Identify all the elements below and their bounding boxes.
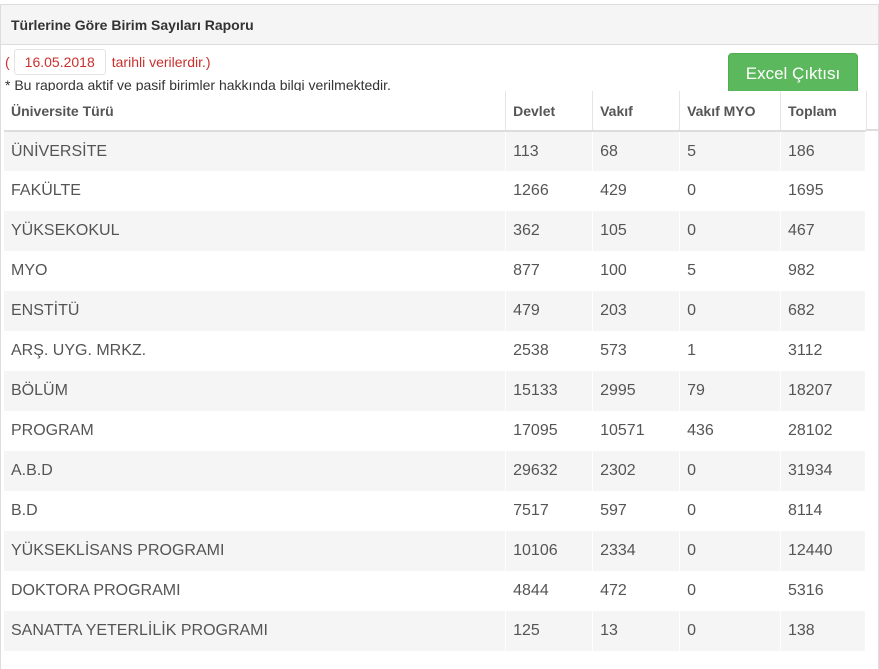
- table-row: DOKTORA PROGRAMI 4844 472 0 5316: [4, 571, 866, 611]
- cell-type: YÜKSEKOKUL: [4, 211, 507, 251]
- cell-devlet: 125: [505, 611, 594, 651]
- table-body: ÜNİVERSİTE 113 68 5 186 FAKÜLTE 1266 429 0 1695 YÜ…: [4, 131, 866, 651]
- report-note: * Bu raporda aktif ve pasif birimler hak…: [5, 77, 391, 93]
- header-devlet[interactable]: Devlet: [505, 91, 594, 132]
- cell-type: ARŞ. UYG. MRKZ.: [4, 331, 507, 371]
- cell-vakif-myo: 0: [679, 451, 781, 491]
- cell-vakif-myo: 0: [679, 611, 781, 651]
- date-suffix: tarihli verilerdir.): [111, 54, 211, 70]
- cell-vakif: 2995: [592, 371, 681, 411]
- cell-type: ÜNİVERSİTE: [4, 131, 507, 171]
- cell-vakif-myo: 0: [679, 211, 781, 251]
- cell-toplam: 1695: [780, 171, 866, 211]
- report-date: 16.05.2018: [13, 49, 106, 75]
- cell-toplam: 682: [780, 291, 866, 331]
- cell-devlet: 4844: [505, 571, 594, 611]
- table-row: PROGRAM 17095 10571 436 28102: [4, 411, 866, 451]
- report-table: Üniversite Türü Devlet Vakıf Vakıf MYO T…: [4, 91, 866, 651]
- cell-vakif: 100: [592, 251, 681, 291]
- cell-toplam: 18207: [780, 371, 866, 411]
- cell-vakif-myo: 5: [679, 251, 781, 291]
- cell-devlet: 479: [505, 291, 594, 331]
- cell-vakif: 105: [592, 211, 681, 251]
- cell-toplam: 5316: [780, 571, 866, 611]
- cell-type: MYO: [4, 251, 507, 291]
- report-panel: Türlerine Göre Birim Sayıları Raporu ( 1…: [0, 4, 879, 669]
- table-row: A.B.D 29632 2302 0 31934: [4, 451, 866, 491]
- table-header-row: Üniversite Türü Devlet Vakıf Vakıf MYO T…: [4, 91, 866, 132]
- table-row: FAKÜLTE 1266 429 0 1695: [4, 171, 866, 211]
- cell-devlet: 10106: [505, 531, 594, 571]
- cell-type: DOKTORA PROGRAMI: [4, 571, 507, 611]
- cell-devlet: 113: [505, 131, 594, 171]
- header-scroll-gutter: [866, 91, 878, 131]
- header-university-type[interactable]: Üniversite Türü: [4, 91, 507, 132]
- cell-toplam: 8114: [780, 491, 866, 531]
- cell-vakif-myo: 0: [679, 291, 781, 331]
- cell-vakif-myo: 0: [679, 531, 781, 571]
- cell-vakif: 472: [592, 571, 681, 611]
- cell-type: FAKÜLTE: [4, 171, 507, 211]
- cell-vakif-myo: 0: [679, 491, 781, 531]
- header-vakif-myo[interactable]: Vakıf MYO: [679, 91, 781, 132]
- cell-vakif: 2334: [592, 531, 681, 571]
- table-row: YÜKSEKLİSANS PROGRAMI 10106 2334 0 12440: [4, 531, 866, 571]
- cell-vakif: 597: [592, 491, 681, 531]
- cell-devlet: 1266: [505, 171, 594, 211]
- cell-devlet: 2538: [505, 331, 594, 371]
- table-row: MYO 877 100 5 982: [4, 251, 866, 291]
- cell-devlet: 29632: [505, 451, 594, 491]
- cell-vakif-myo: 1: [679, 331, 781, 371]
- cell-devlet: 877: [505, 251, 594, 291]
- cell-vakif: 13: [592, 611, 681, 651]
- cell-vakif: 10571: [592, 411, 681, 451]
- cell-vakif: 429: [592, 171, 681, 211]
- cell-vakif: 68: [592, 131, 681, 171]
- table-row: ÜNİVERSİTE 113 68 5 186: [4, 131, 866, 171]
- cell-devlet: 362: [505, 211, 594, 251]
- table-row: BÖLÜM 15133 2995 79 18207: [4, 371, 866, 411]
- open-paren: (: [5, 54, 10, 70]
- cell-toplam: 982: [780, 251, 866, 291]
- cell-toplam: 3112: [780, 331, 866, 371]
- cell-devlet: 17095: [505, 411, 594, 451]
- cell-type: PROGRAM: [4, 411, 507, 451]
- table-row: SANATTA YETERLİLİK PROGRAMI 125 13 0 138: [4, 611, 866, 651]
- table-row: YÜKSEKOKUL 362 105 0 467: [4, 211, 866, 251]
- cell-toplam: 31934: [780, 451, 866, 491]
- cell-type: B.D: [4, 491, 507, 531]
- table-row: ENSTİTÜ 479 203 0 682: [4, 291, 866, 331]
- cell-vakif-myo: 5: [679, 131, 781, 171]
- cell-toplam: 12440: [780, 531, 866, 571]
- report-info: ( 16.05.2018 tarihli verilerdir.) * Bu r…: [1, 45, 878, 96]
- cell-vakif: 573: [592, 331, 681, 371]
- cell-vakif-myo: 0: [679, 571, 781, 611]
- cell-vakif-myo: 79: [679, 371, 781, 411]
- table-row: B.D 7517 597 0 8114: [4, 491, 866, 531]
- cell-type: A.B.D: [4, 451, 507, 491]
- cell-devlet: 15133: [505, 371, 594, 411]
- cell-toplam: 28102: [780, 411, 866, 451]
- cell-vakif-myo: 436: [679, 411, 781, 451]
- cell-devlet: 7517: [505, 491, 594, 531]
- cell-type: YÜKSEKLİSANS PROGRAMI: [4, 531, 507, 571]
- header-vakif[interactable]: Vakıf: [592, 91, 681, 132]
- cell-type: SANATTA YETERLİLİK PROGRAMI: [4, 611, 507, 651]
- cell-toplam: 138: [780, 611, 866, 651]
- excel-export-button[interactable]: Excel Çıktısı: [728, 53, 858, 95]
- date-line: ( 16.05.2018 tarihli verilerdir.): [5, 49, 211, 75]
- cell-toplam: 467: [780, 211, 866, 251]
- header-toplam[interactable]: Toplam: [780, 91, 866, 132]
- cell-vakif: 203: [592, 291, 681, 331]
- cell-vakif: 2302: [592, 451, 681, 491]
- panel-title: Türlerine Göre Birim Sayıları Raporu: [1, 5, 878, 45]
- table-row: ARŞ. UYG. MRKZ. 2538 573 1 3112: [4, 331, 866, 371]
- cell-type: ENSTİTÜ: [4, 291, 507, 331]
- cell-toplam: 186: [780, 131, 866, 171]
- cell-vakif-myo: 0: [679, 171, 781, 211]
- cell-type: BÖLÜM: [4, 371, 507, 411]
